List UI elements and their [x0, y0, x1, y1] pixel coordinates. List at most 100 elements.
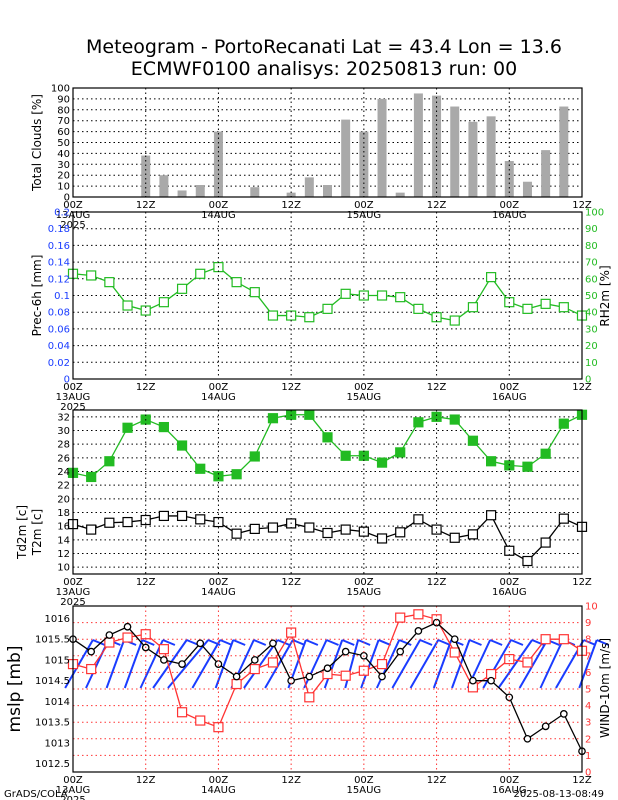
- panel-frame: [72, 605, 583, 773]
- rh2m-point: [395, 292, 406, 303]
- wind-barb: [105, 639, 126, 689]
- wind-barb: [497, 639, 533, 689]
- panel-frame: [72, 87, 583, 198]
- wind10m-point: [540, 634, 551, 645]
- mslp-point: [414, 627, 423, 635]
- td2m-point: [195, 514, 206, 525]
- wind10m-point: [286, 627, 297, 638]
- t2m-point: [304, 409, 315, 420]
- t2m-point: [86, 471, 97, 483]
- rh2m-point: [376, 290, 388, 301]
- time-tick-label: 12Z: [136, 200, 156, 211]
- td2m-point: [86, 524, 97, 535]
- cloud-bar: [486, 116, 496, 197]
- td2m-point: [213, 516, 224, 528]
- axis-label: T2m [c]: [30, 509, 44, 556]
- date-label: 14AUG: [201, 785, 236, 796]
- td2m-point: [431, 524, 442, 535]
- wind10m-point: [358, 665, 369, 676]
- rh2m-point: [467, 302, 479, 313]
- y-tick-label: 1015.5: [35, 635, 70, 646]
- t2m-point: [540, 448, 551, 459]
- y-tick-label: 20: [57, 494, 70, 505]
- wind-barb-flag: [419, 639, 433, 646]
- td2m-point: [449, 532, 460, 543]
- y-tick-label: 90: [585, 224, 598, 235]
- footer-credit: GrADS/COLA: [4, 789, 68, 800]
- wind10m-point: [449, 647, 460, 658]
- td2m-point: [540, 537, 551, 548]
- y-tick-label: 0.12: [48, 274, 70, 285]
- wind-barb: [214, 639, 235, 689]
- y-tick-label: 2: [585, 734, 591, 745]
- wind10m-point: [504, 654, 515, 665]
- y-tick-label: 1016: [45, 614, 70, 625]
- mslp-point: [450, 635, 459, 644]
- td2m-point: [249, 523, 260, 535]
- t2m-point: [431, 411, 442, 422]
- y-tick-label: 18: [57, 508, 70, 519]
- y-tick-label: 100: [51, 84, 70, 95]
- wind-barb-flag: [92, 639, 106, 646]
- y-tick-label: 0.2: [54, 208, 70, 219]
- y-tick-label: 9: [585, 618, 591, 629]
- rh2m-point: [249, 287, 260, 298]
- cloud-bar: [377, 98, 387, 197]
- y-tick-label: 1012.5: [35, 759, 70, 770]
- mslp-point: [432, 618, 441, 627]
- rh2m-point: [431, 312, 442, 323]
- wind-barb-flag: [253, 639, 267, 646]
- td2m-point: [304, 522, 315, 533]
- t2m-point: [522, 461, 533, 472]
- t2m-point: [558, 418, 569, 429]
- year-label: 2025: [60, 402, 85, 413]
- mslp-point: [196, 639, 205, 648]
- time-tick-label: 12Z: [281, 382, 301, 393]
- axis-label: Td2m [c]: [15, 505, 29, 560]
- td2m-point: [376, 533, 388, 544]
- time-tick-label: 00Z: [63, 200, 83, 211]
- wind-barb: [167, 639, 209, 689]
- wind-barb-flag: [437, 639, 451, 646]
- y-tick-label: 10: [57, 182, 70, 193]
- wind10m-point: [558, 634, 569, 645]
- date-label: 16AUG: [492, 785, 527, 796]
- wind10m-point: [340, 670, 351, 681]
- wind10m-point: [158, 644, 169, 655]
- rh2m-point: [540, 298, 551, 309]
- mslp-point: [541, 722, 550, 731]
- t2m-point: [413, 417, 424, 428]
- wind-barb: [391, 639, 421, 689]
- rh2m-point: [340, 288, 351, 299]
- y-tick-label: 7: [585, 651, 591, 662]
- y-tick-label: 30: [57, 160, 70, 171]
- wind-barb: [518, 639, 549, 689]
- wind-barb-flag: [398, 639, 412, 646]
- t2m-point: [213, 471, 224, 482]
- time-tick-label: 12Z: [281, 577, 301, 588]
- y-tick-label: 3: [585, 718, 591, 729]
- mslp-point: [559, 710, 568, 718]
- cloud-bar: [413, 93, 423, 197]
- date-label: 14AUG: [201, 587, 236, 598]
- date-label: 13AUG: [56, 392, 91, 403]
- t2m-point: [195, 463, 206, 474]
- wind10m-point: [195, 715, 206, 726]
- mslp-point: [323, 664, 332, 673]
- td2m-point: [231, 528, 242, 539]
- time-tick-label: 12Z: [281, 200, 301, 211]
- axis-label: RH2m [%]: [598, 265, 612, 326]
- rh2m-point: [195, 268, 206, 279]
- date-label: 15AUG: [347, 587, 382, 598]
- time-tick-label: 12Z: [427, 775, 447, 786]
- y-tick-label: 12: [57, 549, 70, 560]
- time-tick-label: 00Z: [209, 577, 229, 588]
- td2m-point: [267, 522, 279, 533]
- t2m-point: [231, 469, 242, 480]
- chart-title-line2: ECMWF0100 analisys: 20250813 run: 00: [131, 58, 517, 80]
- cloud-bar: [250, 187, 260, 197]
- wind-barb: [64, 639, 94, 689]
- wind-barb-flag: [219, 639, 233, 646]
- y-tick-label: 0.18: [48, 224, 70, 235]
